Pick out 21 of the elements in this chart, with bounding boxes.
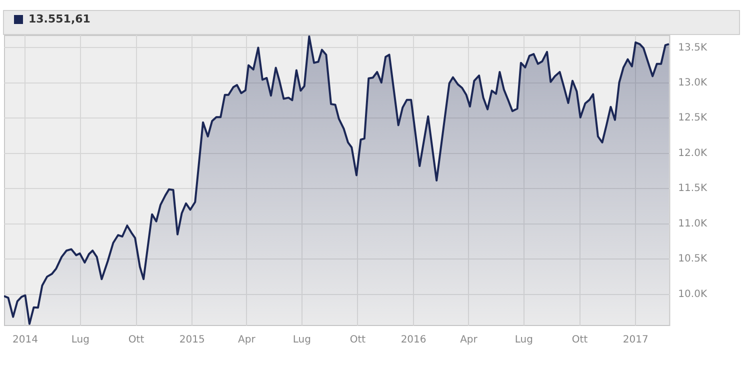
legend-label: 13.551,61 <box>28 12 90 26</box>
y-tick-label: 10.5K <box>678 254 708 265</box>
x-tick-label: Lug <box>292 334 311 346</box>
y-tick-label: 13.5K <box>678 42 708 54</box>
x-tick-label: Apr <box>460 334 478 346</box>
x-tick-label: Lug <box>71 334 90 346</box>
y-tick-label: 12.0K <box>678 148 708 159</box>
y-tick-label: 13.0K <box>678 78 708 89</box>
x-tick-label: Ott <box>572 334 588 346</box>
x-tick-label: Apr <box>238 334 256 346</box>
x-tick-label: Ott <box>128 334 144 346</box>
y-tick-label: 12.5K <box>678 112 708 124</box>
x-tick-label: 2017 <box>622 334 648 346</box>
y-tick-label: 11.5K <box>678 183 708 194</box>
x-tick-label: 2015 <box>179 334 205 346</box>
x-tick-label: 2014 <box>12 334 38 346</box>
x-tick-label: Ott <box>350 334 366 346</box>
x-tick-label: Lug <box>514 334 534 346</box>
y-tick-label: 11.0K <box>678 218 708 230</box>
x-tick-label: 2016 <box>400 334 426 346</box>
y-tick-label: 10.0K <box>678 288 708 300</box>
